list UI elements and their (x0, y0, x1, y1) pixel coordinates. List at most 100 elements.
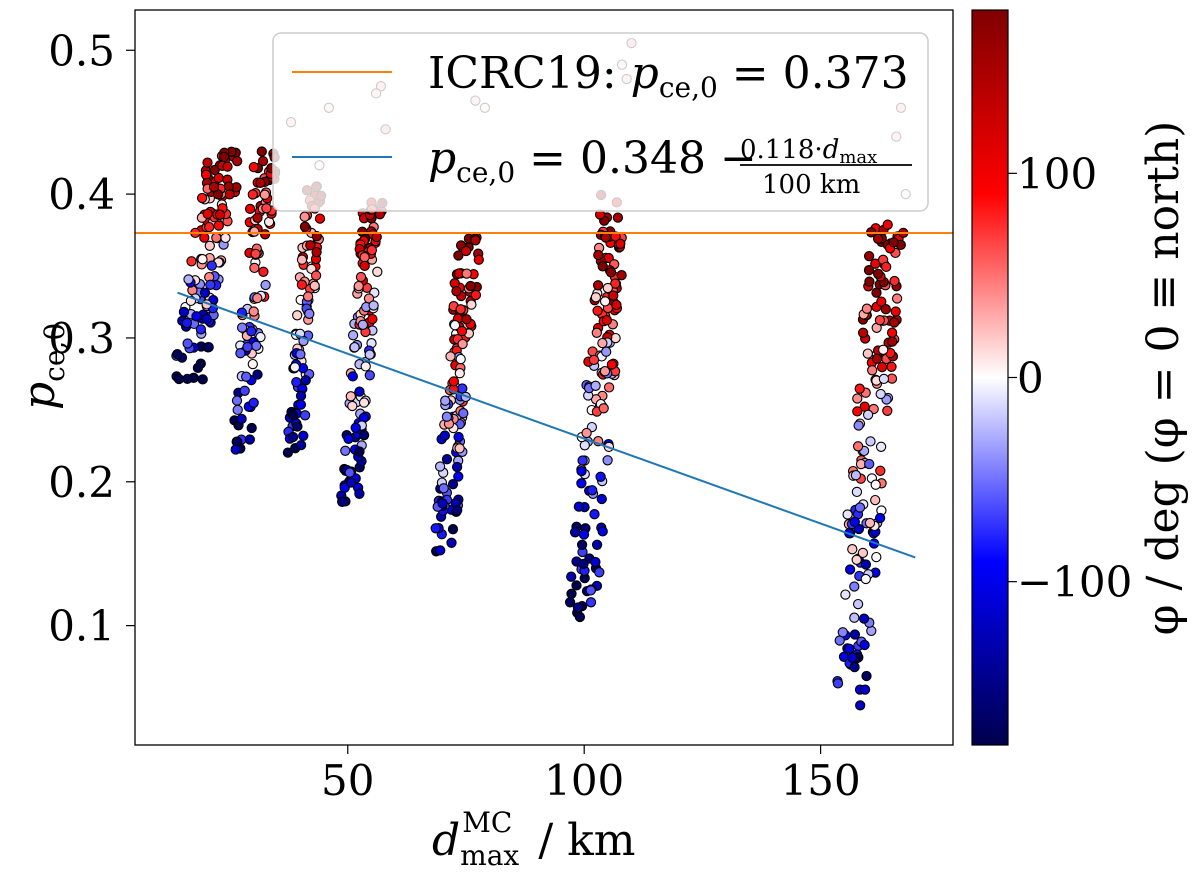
scatter-point (242, 341, 253, 353)
scatter-point (440, 395, 451, 406)
scatter-point (871, 551, 882, 563)
scatter-point (602, 282, 613, 294)
scatter-point (847, 652, 858, 663)
scatter-point (248, 161, 259, 173)
scatter-point (864, 458, 875, 470)
scatter-point (244, 203, 256, 215)
scatter-point (602, 455, 613, 466)
scatter-point (859, 639, 870, 651)
scatter-point (455, 353, 466, 365)
scatter-point (891, 293, 903, 304)
scatter-point (872, 268, 884, 279)
scatter-point (465, 280, 476, 292)
scatter-point (874, 512, 886, 524)
scatter-point (359, 260, 370, 272)
scatter-point (851, 486, 863, 498)
scatter-point (857, 547, 869, 559)
scatter-point (844, 564, 856, 575)
scatter-point (255, 177, 266, 189)
scatter-point (849, 629, 861, 640)
scatter-point (354, 386, 365, 397)
scatter-point (597, 337, 608, 349)
colorbar: −100 0 100 φ / deg (φ = 0 ≡ north) (971, 9, 1189, 746)
scatter-point (849, 612, 860, 623)
scatter-point (350, 422, 361, 433)
scatter-point (354, 488, 365, 499)
colorbar-tick-label: 100 (1017, 149, 1097, 198)
scatter-point (890, 306, 901, 317)
scatter-point (878, 373, 890, 385)
scatter-point (199, 287, 211, 298)
legend-frame (272, 32, 929, 212)
scatter-point (875, 441, 887, 452)
scatter-point (250, 248, 261, 260)
scatter-point (298, 430, 309, 441)
scatter-point (259, 229, 271, 240)
scatter-point (260, 279, 271, 291)
scatter-point (590, 292, 602, 303)
scatter-point (241, 371, 252, 382)
scatter-point (456, 325, 468, 337)
scatter-point (448, 376, 459, 387)
scatter-point (460, 245, 472, 257)
scatter-point (366, 244, 378, 256)
scatter-point (310, 270, 322, 281)
scatter-point (347, 330, 359, 341)
scatter-point (455, 304, 466, 315)
y-tick-label: 0.3 (48, 314, 115, 363)
scatter-point (196, 192, 208, 204)
scatter-point (578, 529, 590, 540)
scatter-point (364, 349, 375, 360)
scatter-point (231, 395, 243, 406)
scatter-point (590, 556, 601, 568)
scatter-point (585, 597, 597, 608)
scatter-point (292, 421, 303, 432)
scatter-point (454, 368, 465, 379)
scatter-point (295, 349, 306, 360)
scatter-point (576, 478, 587, 489)
scatter-point (878, 344, 889, 355)
scatter-point (610, 278, 621, 289)
scatter-point (295, 439, 307, 451)
scatter-point (182, 338, 193, 349)
scatter-point (832, 678, 844, 689)
scatter-point (840, 589, 851, 600)
colorbar-label: φ / deg (φ = 0 ≡ north) (1138, 121, 1189, 636)
y-tick-label: 0.4 (48, 170, 115, 219)
scatter-point (213, 220, 224, 231)
scatter-point (340, 445, 351, 456)
scatter-point (882, 405, 893, 416)
scatter-point (199, 232, 210, 243)
scatter-point (875, 465, 886, 476)
scatter-point (865, 436, 876, 447)
scatter-point (249, 226, 260, 237)
scatter-point (577, 455, 588, 466)
scatter-point (863, 265, 875, 276)
scatter-point (357, 319, 369, 330)
scatter-point (867, 365, 878, 376)
scatter-point (887, 336, 898, 347)
scatter-point (871, 353, 883, 364)
scatter-point (224, 189, 235, 200)
scatter-point (247, 189, 258, 200)
scatter-point (309, 280, 320, 291)
scatter-point (195, 324, 207, 335)
scatter-point (358, 397, 370, 408)
scatter-point (581, 427, 592, 439)
scatter-point (236, 413, 247, 425)
scatter-point (258, 266, 269, 277)
scatter-point (204, 221, 215, 233)
scatter-point (597, 526, 608, 537)
scatter-point (849, 581, 860, 592)
scatter-point (183, 274, 194, 285)
x-tick-label: 50 (321, 756, 374, 805)
scatter-point (574, 611, 586, 623)
x-axis-label: dmaxMC / km (432, 806, 636, 872)
scatter-point (248, 306, 259, 317)
scatter-point (592, 305, 603, 316)
scatter-point (863, 250, 875, 262)
plot-area: ICRC19: pce,0 = 0.373 pce,0 = 0.348 − 0.… (48, 9, 954, 805)
scatter-point (246, 422, 257, 434)
scatter-point (314, 213, 326, 224)
scatter-point (446, 537, 457, 548)
